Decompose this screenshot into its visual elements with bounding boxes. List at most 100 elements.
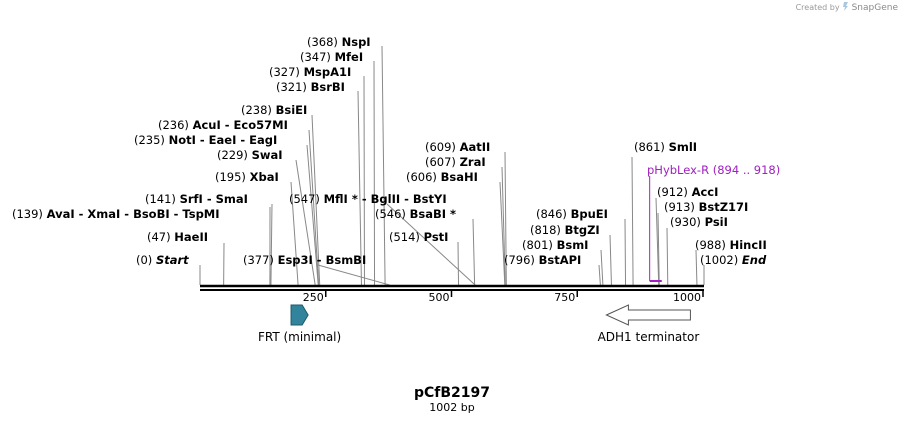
site-name: BsaBI * <box>410 207 456 221</box>
site-position: (47) <box>147 230 174 244</box>
site-position: (606) <box>406 170 441 184</box>
site-name: Start <box>156 253 189 267</box>
site-label[interactable]: (818) BtgZI <box>530 223 600 237</box>
site-label[interactable]: (195) XbaI <box>215 170 279 184</box>
site-name: PstI <box>424 230 449 244</box>
snapgene-logo-icon <box>842 2 849 13</box>
site-leader-line <box>457 241 460 286</box>
site-position: (546) <box>375 207 410 221</box>
site-label[interactable]: (1002) End <box>700 253 767 267</box>
site-label[interactable]: (139) AvaI - XmaI - BsoBI - TspMI <box>12 207 220 221</box>
site-leader-line <box>600 249 604 286</box>
site-position: (321) <box>276 80 311 94</box>
primer-range: (894 .. 918) <box>713 163 781 177</box>
site-label[interactable]: (913) BstZ17I <box>664 200 748 214</box>
site-leader-line <box>598 264 601 286</box>
site-label[interactable]: (368) NspI <box>307 35 371 49</box>
site-position: (796) <box>504 253 539 267</box>
site-leader-line <box>386 203 476 286</box>
site-label[interactable]: (846) BpuEI <box>536 207 608 221</box>
site-position: (229) <box>217 148 252 162</box>
site-leader-line <box>317 264 390 286</box>
site-label[interactable]: (912) AccI <box>657 185 718 199</box>
site-label[interactable]: (546) BsaBI * <box>375 207 456 221</box>
site-position: (139) <box>12 207 47 221</box>
site-position: (547) <box>289 192 324 206</box>
map-length: 1002 bp <box>429 401 474 414</box>
site-name: MflI * - BglII - BstYI <box>324 192 447 206</box>
site-name: BsaHI <box>441 170 478 184</box>
site-position: (609) <box>425 140 460 154</box>
feature-label: ADH1 terminator <box>598 330 700 344</box>
site-label[interactable]: (988) HincII <box>695 238 767 252</box>
site-label[interactable]: (141) SrfI - SmaI <box>145 192 248 206</box>
site-label[interactable]: (377) Esp3I - BsmBI <box>243 253 366 267</box>
site-position: (846) <box>536 207 571 221</box>
site-leader-line <box>306 144 319 286</box>
site-label[interactable]: (547) MflI * - BglII - BstYI <box>289 192 447 206</box>
site-position: (861) <box>634 140 669 154</box>
site-label[interactable]: (796) BstAPI <box>504 253 581 267</box>
site-name: AvaI - XmaI - BsoBI - TspMI <box>47 207 220 221</box>
site-position: (377) <box>243 253 278 267</box>
primer-label[interactable]: pHybLex-R (894 .. 918) <box>647 163 780 177</box>
site-label[interactable]: (236) AcuI - Eco57MI <box>158 118 288 132</box>
site-name: MfeI <box>335 50 364 64</box>
site-leader-line <box>504 151 507 286</box>
site-name: BstZ17I <box>699 200 749 214</box>
site-leader-line <box>357 90 362 286</box>
site-label[interactable]: (801) BsmI <box>522 238 588 252</box>
site-position: (0) <box>136 253 156 267</box>
ruler-tick-label: 1000 <box>673 291 701 304</box>
feature-arrow-adh1-terminator[interactable] <box>605 304 691 326</box>
site-name: HincII <box>730 238 767 252</box>
site-name: HaeII <box>174 230 208 244</box>
site-name: NspI <box>342 35 371 49</box>
site-label[interactable]: (321) BsrBI <box>276 80 345 94</box>
site-label[interactable]: (327) MspA1I <box>269 65 351 79</box>
feature-arrow-frt[interactable] <box>290 304 309 326</box>
site-name: SrfI - SmaI <box>180 192 248 206</box>
site-leader-line <box>472 218 476 286</box>
site-leader-line <box>695 249 698 286</box>
site-label[interactable]: (930) PsiI <box>670 215 728 229</box>
site-leader-line <box>657 212 660 286</box>
site-position: (514) <box>389 230 424 244</box>
site-leader-line <box>624 218 627 286</box>
site-label[interactable]: (235) NotI - EaeI - EagI <box>134 133 277 147</box>
site-position: (368) <box>307 35 342 49</box>
site-label[interactable]: (606) BsaHI <box>406 170 478 184</box>
site-labels: (0) Start (47) HaeII (139) AvaI - XmaI - B… <box>12 35 767 267</box>
site-label[interactable]: (238) BsiEI <box>241 103 307 117</box>
site-label[interactable]: (229) SwaI <box>217 148 283 162</box>
site-name: SmlI <box>669 140 698 154</box>
primer-name: pHybLex-R <box>647 163 713 177</box>
site-label[interactable]: (609) AatII <box>425 140 490 154</box>
site-label[interactable]: (607) ZraI <box>425 155 486 169</box>
site-label[interactable]: (347) MfeI <box>300 50 363 64</box>
site-leader-line <box>501 166 506 286</box>
site-label[interactable]: (514) PstI <box>389 230 448 244</box>
site-name: PsiI <box>705 215 728 229</box>
site-name: BpuEI <box>571 207 608 221</box>
site-name: End <box>742 253 767 267</box>
site-name: BsrBI <box>311 80 345 94</box>
site-name: BsmI <box>557 238 589 252</box>
ruler-ticks: 250 500 750 1000 <box>303 291 704 304</box>
ruler-tick-label: 750 <box>554 291 575 304</box>
site-leader-line <box>631 156 634 286</box>
site-name: ZraI <box>460 155 486 169</box>
site-leader-line <box>295 159 316 286</box>
site-position: (327) <box>269 65 304 79</box>
site-position: (236) <box>158 118 193 132</box>
site-name: BstAPI <box>539 253 582 267</box>
site-name: Esp3I - BsmBI <box>278 253 367 267</box>
site-name: AatII <box>460 140 491 154</box>
site-name: XbaI <box>250 170 279 184</box>
primer-annotation: pHybLex-R (894 .. 918) <box>647 163 780 282</box>
site-label[interactable]: (861) SmlI <box>634 140 697 154</box>
site-label[interactable]: (0) Start <box>136 253 189 267</box>
site-position: (912) <box>657 185 692 199</box>
site-label[interactable]: (47) HaeII <box>147 230 208 244</box>
site-leader-line <box>499 181 506 286</box>
